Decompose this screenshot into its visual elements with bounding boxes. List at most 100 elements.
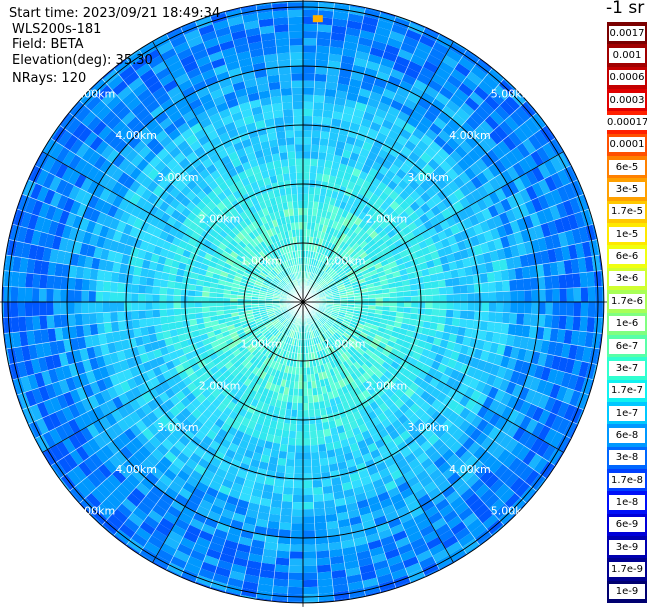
ray-cell (496, 225, 507, 238)
ray-cell (450, 269, 459, 279)
ray-cell (407, 60, 423, 74)
ray-cell (346, 247, 355, 256)
ray-cell (303, 572, 318, 581)
ray-cell (479, 320, 489, 332)
ray-cell (455, 334, 465, 345)
ray-cell (494, 416, 508, 431)
ray-cell (413, 79, 428, 92)
ray-cell (442, 466, 456, 480)
ray-cell (464, 135, 479, 150)
ray-cell (419, 333, 429, 342)
ray-cell (547, 368, 558, 384)
ray-cell (502, 291, 511, 302)
ray-cell (103, 322, 113, 334)
ray-cell (524, 433, 538, 450)
ray-cell (365, 226, 375, 236)
ray-separator (302, 179, 579, 303)
ray-cell (375, 216, 385, 226)
ray-cell (298, 381, 303, 389)
ray-cell (574, 375, 586, 393)
ray-cell (446, 302, 454, 310)
ray-cell (557, 356, 569, 373)
ray-cell (81, 313, 90, 326)
ray-cell (316, 550, 330, 559)
ray-cell (283, 480, 294, 488)
ray-cell (493, 353, 504, 367)
ray-cell (575, 345, 585, 362)
ray-separator (302, 137, 556, 303)
ray-cell (394, 280, 403, 288)
ray-cell (180, 289, 189, 296)
ray-cell (375, 71, 390, 83)
ray-cell (549, 155, 564, 173)
ray-cell (540, 339, 550, 354)
ray-cell (344, 245, 352, 254)
ray-cell (131, 310, 140, 320)
ray-cell (303, 158, 311, 166)
ray-cell (438, 309, 447, 318)
ray-cell (376, 357, 385, 366)
ray-cell (311, 465, 321, 474)
ray-cell (466, 366, 477, 378)
ray-cell (434, 330, 444, 340)
ray-cell (414, 249, 424, 259)
ray-cell (511, 383, 523, 398)
ray-cell (294, 452, 303, 460)
ray-cell (453, 188, 465, 201)
ray-cell (416, 282, 425, 290)
ray-separator (302, 301, 538, 492)
ray-cell (395, 15, 411, 23)
ray-separator (302, 15, 397, 303)
ray-cell (396, 151, 409, 163)
ray-cell (506, 357, 517, 371)
ray-cell (379, 374, 389, 384)
ray-cell (303, 473, 313, 481)
ray-cell (367, 345, 376, 354)
ray-cell (335, 238, 343, 247)
ray-cell (326, 67, 340, 77)
ray-cell (160, 316, 169, 325)
ray-cell (395, 55, 411, 68)
ray-cell (438, 33, 454, 43)
ray-cell (423, 110, 438, 123)
ray-cell (447, 192, 460, 205)
ray-cell (289, 551, 303, 559)
ray-cell (360, 23, 377, 34)
ray-cell (552, 288, 560, 302)
ray-cell (467, 441, 481, 455)
ray-cell (437, 479, 452, 493)
ray-cell (460, 302, 468, 311)
ray-cell (346, 220, 355, 230)
ray-cell (476, 359, 487, 372)
ray-cell (329, 227, 336, 236)
ray-cell (592, 224, 598, 240)
ray-cell (371, 212, 381, 222)
ray-cell (385, 423, 396, 435)
ray-cell (479, 488, 495, 504)
ray-cell (542, 142, 557, 160)
ray-cell (325, 153, 335, 162)
ray-cell (489, 250, 499, 262)
ray-cell (444, 278, 453, 287)
ray-cell (449, 94, 465, 108)
ray-cell (445, 376, 457, 388)
ray-cell (491, 332, 501, 344)
ray-cell (384, 44, 401, 56)
ray-cell (116, 302, 125, 312)
ray-cell (482, 396, 495, 410)
ray-cell (117, 272, 127, 284)
ray-cell (272, 585, 289, 594)
ray-cell (503, 345, 513, 358)
ray-cell (499, 468, 514, 484)
ray-cell (502, 280, 511, 292)
ray-separator (302, 33, 440, 303)
ray-cell (187, 302, 195, 309)
ray-cell (319, 457, 329, 466)
ray-cell (392, 224, 402, 235)
ray-cell (311, 137, 321, 146)
ray-cell (384, 379, 394, 389)
ray-cell (382, 297, 390, 302)
ray-cell (365, 348, 374, 357)
ray-cell (88, 290, 96, 302)
ray-cell (507, 180, 520, 196)
